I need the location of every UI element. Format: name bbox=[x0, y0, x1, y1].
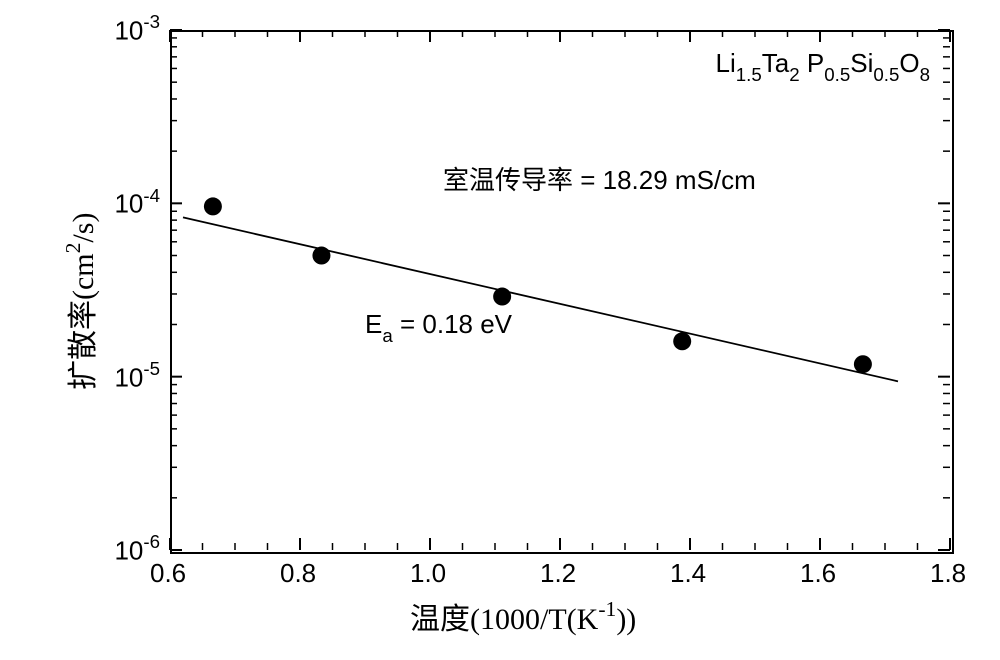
x-tick-label: 1.0 bbox=[410, 558, 446, 589]
y-tick-label: 10-3 bbox=[114, 13, 160, 47]
compound-formula: Li1.5Ta2 P0.5Si0.5O8 bbox=[716, 48, 930, 83]
activation-energy-annotation: Ea = 0.18 eV bbox=[365, 309, 512, 344]
x-axis-label: 温度(1000/T(K-1)) bbox=[410, 594, 636, 638]
data-point bbox=[312, 247, 330, 265]
x-tick-label: 1.2 bbox=[540, 558, 576, 589]
x-tick-label: 1.8 bbox=[930, 558, 966, 589]
y-tick-label: 10-5 bbox=[114, 360, 160, 394]
data-point bbox=[204, 197, 222, 215]
data-point bbox=[493, 288, 511, 306]
data-point bbox=[673, 332, 691, 350]
fit-line bbox=[183, 217, 898, 381]
y-tick-label: 10-6 bbox=[114, 533, 160, 567]
x-tick-label: 1.6 bbox=[800, 558, 836, 589]
x-tick-label: 0.8 bbox=[280, 558, 316, 589]
y-tick-label: 10-4 bbox=[114, 186, 160, 220]
x-tick-label: 1.4 bbox=[670, 558, 706, 589]
data-point bbox=[854, 355, 872, 373]
arrhenius-chart: 0.60.81.01.21.41.61.810-610-510-410-3温度(… bbox=[0, 0, 1000, 660]
y-axis-label: 扩散率(cm2/s) bbox=[58, 213, 102, 390]
conductivity-annotation: 室温传导率 = 18.29 mS/cm bbox=[443, 160, 756, 197]
